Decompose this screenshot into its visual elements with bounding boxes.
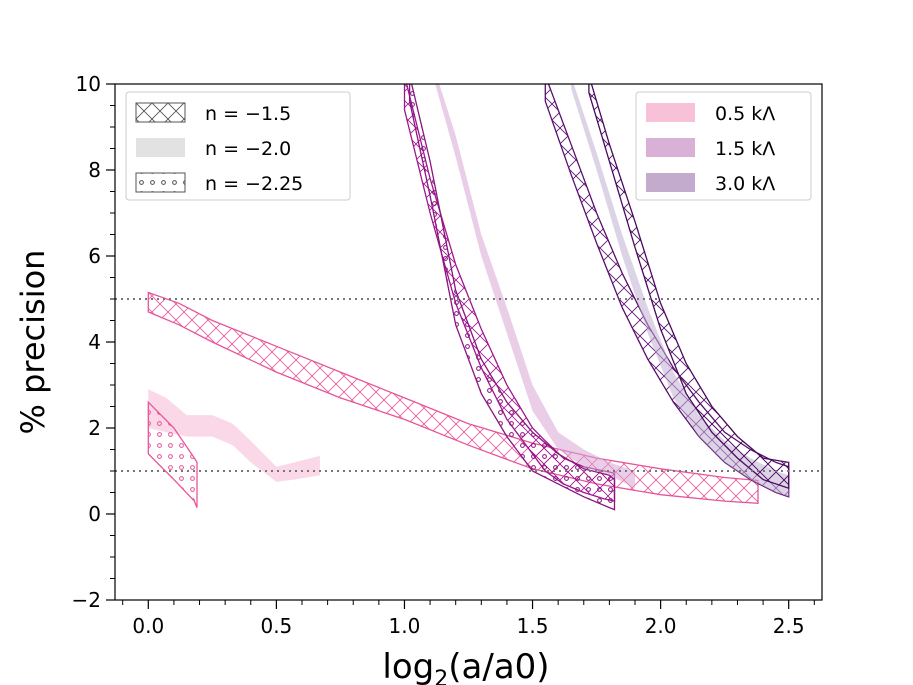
- y-tick-label: 0: [88, 502, 101, 526]
- x-tick-label: 0.5: [260, 614, 292, 638]
- legend-k-label-1: 0.5 kΛ: [715, 103, 775, 125]
- legend-n-swatch-2: [136, 138, 185, 157]
- x-axis-label: log2(a/a0): [382, 647, 549, 685]
- band-5: [435, 84, 635, 489]
- x-tick-label: 1.5: [517, 614, 549, 638]
- y-tick-label: −2: [72, 588, 101, 612]
- y-tick-label: 10: [76, 72, 101, 96]
- y-tick-label: 8: [88, 158, 101, 182]
- x-axis: 0.0 0.5 1.0 1.5 2.0 2.5: [122, 600, 815, 638]
- y-tick-label: 6: [88, 244, 101, 268]
- legend-k-label-3: 3.0 kΛ: [715, 173, 775, 195]
- y-axis-label: % precision: [14, 250, 52, 435]
- legend-n-label-1: n = −1.5: [205, 103, 291, 125]
- band-1: [147, 291, 759, 504]
- band-6: [408, 84, 616, 511]
- legend-n-label-2: n = −2.0: [205, 138, 291, 160]
- legend-k: 0.5 kΛ 1.5 kΛ 3.0 kΛ: [635, 91, 812, 201]
- band-9: [588, 84, 790, 490]
- y-tick-label: 4: [88, 330, 101, 354]
- data-bands: [147, 84, 790, 511]
- x-tick-label: 0.0: [132, 614, 164, 638]
- band-3: [147, 400, 198, 508]
- x-tick-label: 1.0: [389, 614, 421, 638]
- band-2: [148, 389, 320, 482]
- reference-lines: [115, 298, 822, 472]
- legend-k-swatch-1: [646, 103, 695, 122]
- legend-n: n = −1.5 n = −2.0 n = −2.25: [125, 91, 351, 201]
- legend-n-swatch-3: [135, 172, 186, 193]
- x-tick-label: 2.5: [773, 614, 805, 638]
- y-axis: −2 0 2 4 6 8 10: [72, 72, 115, 612]
- legend-k-swatch-3: [646, 173, 695, 192]
- legend-n-label-3: n = −2.25: [205, 173, 303, 195]
- y-tick-label: 2: [88, 416, 101, 440]
- legend-n-swatch-1: [135, 102, 186, 123]
- legend-k-swatch-2: [646, 138, 695, 157]
- x-tick-label: 2.0: [645, 614, 677, 638]
- legend-k-label-2: 1.5 kΛ: [715, 138, 775, 160]
